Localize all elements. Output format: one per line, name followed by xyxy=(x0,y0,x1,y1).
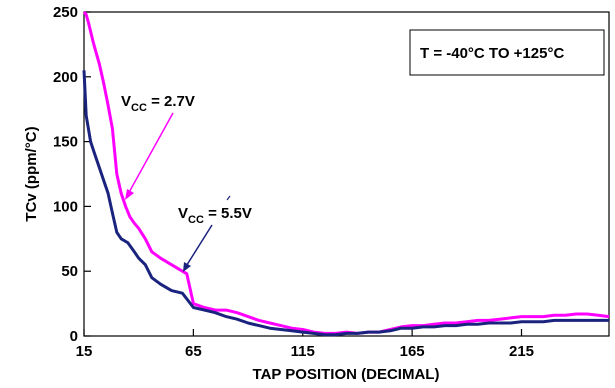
y-tick-label: 50 xyxy=(61,263,78,280)
y-axis: 0 50 100 150 200 250 xyxy=(53,4,91,345)
condition-box xyxy=(409,29,605,76)
pointer-tick-5-5v xyxy=(226,195,231,201)
pointer-vcc-5-5v xyxy=(184,224,213,269)
label-suffix: = 5.5V xyxy=(204,205,252,222)
x-axis-title: TAP POSITION (DECIMAL) xyxy=(253,366,440,383)
series-line-vcc-2-7v xyxy=(82,11,610,335)
x-tick-label: 115 xyxy=(291,343,315,360)
x-tick-label: 15 xyxy=(76,343,93,360)
x-tick-label: 165 xyxy=(400,343,425,360)
x-tick-label: 215 xyxy=(509,343,534,360)
label-sub: CC xyxy=(131,102,147,114)
y-tick-label: 0 xyxy=(70,328,78,345)
arrowhead-vcc-2-7v xyxy=(125,189,134,200)
arrowhead-vcc-5-5v xyxy=(183,262,191,272)
condition-annotation: T = -40°C TO +125°C xyxy=(420,45,564,62)
y-tick-label: 200 xyxy=(53,69,78,86)
label-v: V xyxy=(121,93,131,110)
label-suffix: = 2.7V xyxy=(147,93,195,110)
series-group xyxy=(82,11,610,337)
pointer-vcc-2-7v xyxy=(126,112,174,197)
x-axis: 15 65 115 165 215 xyxy=(76,329,534,360)
series-line-vcc-5-5v xyxy=(82,70,609,337)
label-v: V xyxy=(178,205,188,222)
series-label-vcc-5-5v: VCC = 5.5V xyxy=(178,205,252,226)
y-axis-title: TCv (ppm/°C) xyxy=(23,126,40,221)
x-tick-label: 65 xyxy=(185,343,202,360)
series-label-vcc-2-7v: VCC = 2.7V xyxy=(121,93,195,114)
y-tick-label: 150 xyxy=(53,134,78,151)
y-tick-label: 250 xyxy=(53,4,78,21)
label-sub: CC xyxy=(188,214,204,226)
y-tick-label: 100 xyxy=(53,198,78,215)
